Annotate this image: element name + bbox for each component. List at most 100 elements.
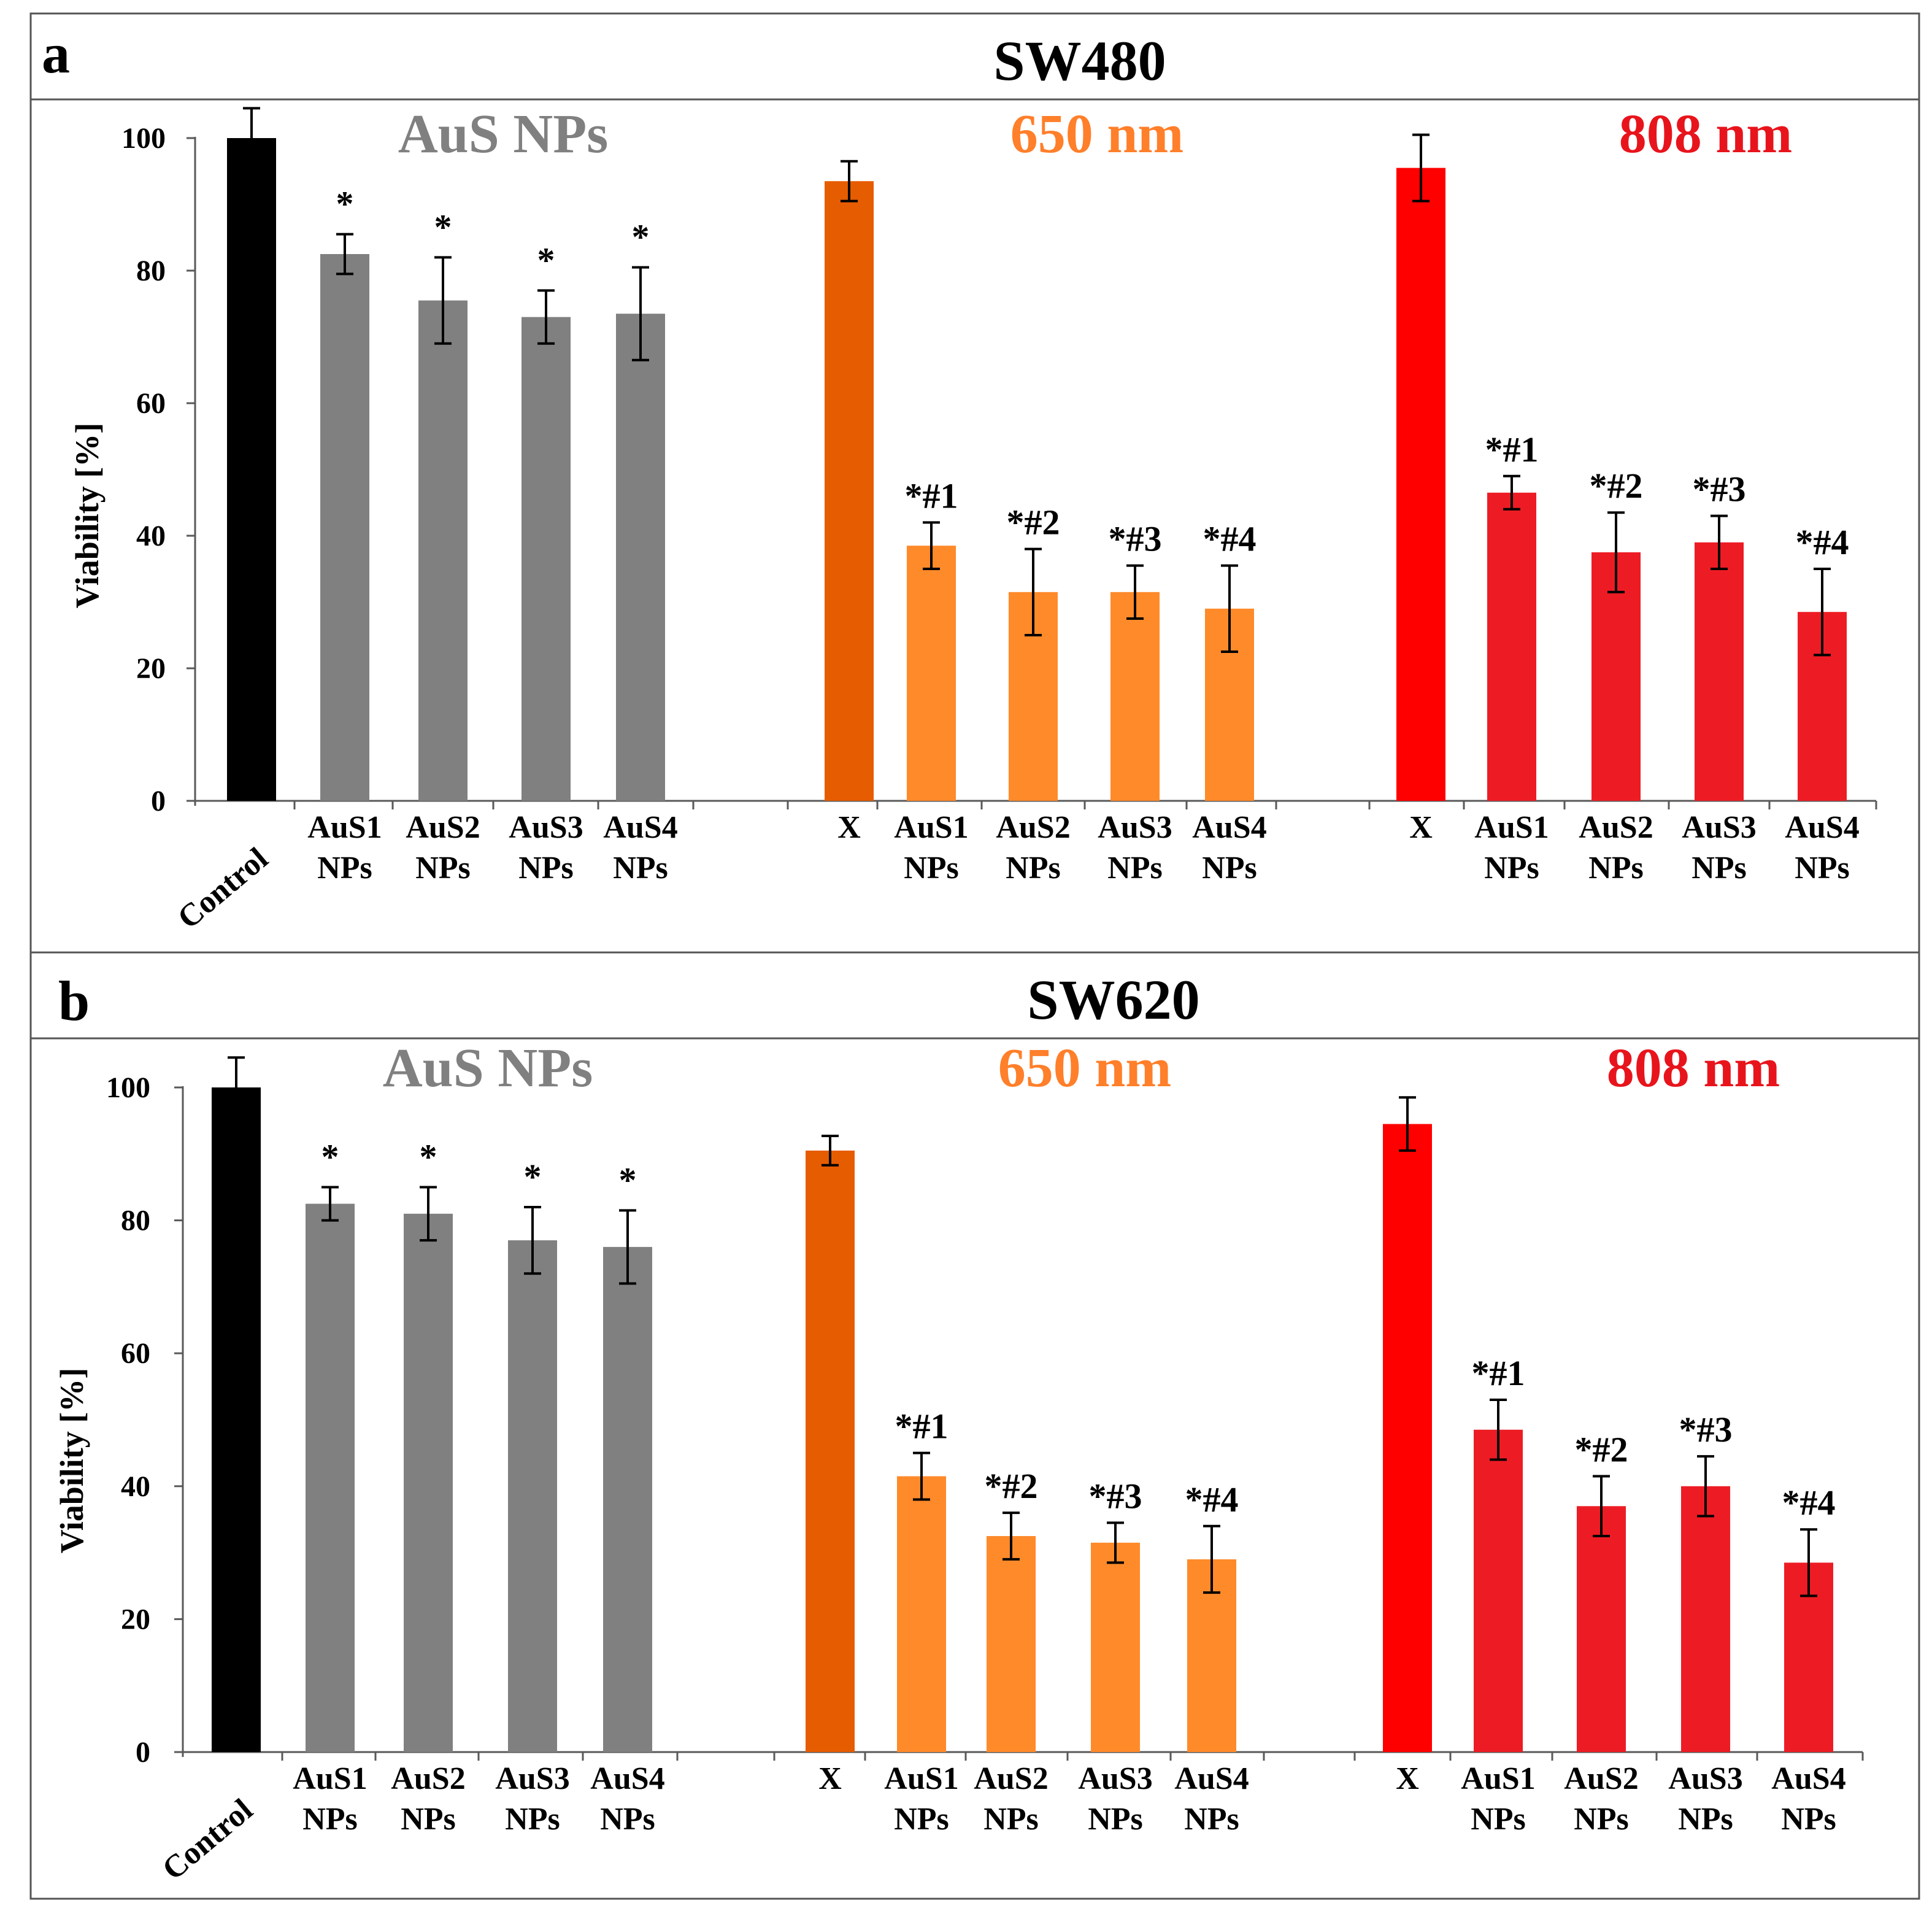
category-label: X xyxy=(818,1761,842,1796)
category-label-line: NPs xyxy=(1471,1802,1526,1837)
category-label: AuS3 NPs xyxy=(1682,810,1756,886)
category-label-line: NPs xyxy=(894,1802,949,1837)
panel-b-letter: b xyxy=(58,970,90,1032)
category-label-line: NPs xyxy=(1795,851,1850,886)
category-label-line: AuS4 xyxy=(1785,810,1859,845)
significance-label: * xyxy=(336,184,354,224)
significance-label: *#1 xyxy=(895,1407,949,1446)
panel-b: b SW620 Viability [%] 0 20 40 60 80 100 AuS NP… xyxy=(53,968,1864,1887)
significance-label: * xyxy=(321,1137,339,1176)
category-label-line: NPs xyxy=(1691,851,1747,886)
y-tick-label: 60 xyxy=(136,387,166,420)
bar xyxy=(616,314,665,801)
group-title: AuS NPs xyxy=(398,104,609,164)
category-label-line: NPs xyxy=(904,851,959,886)
panel-b-plot: 0 20 40 60 80 100 AuS NPs 650 nm 808 nm Control * A… xyxy=(106,1038,1864,1887)
bar xyxy=(418,300,468,801)
category-label-line: AuS3 xyxy=(1078,1761,1152,1796)
significance-label: *#3 xyxy=(1679,1410,1733,1450)
category-label-line: X xyxy=(837,810,861,845)
bar xyxy=(806,1150,855,1752)
category-label: AuS1 NPs xyxy=(884,1761,958,1837)
category-label-line: NPs xyxy=(518,851,574,886)
bar xyxy=(227,138,276,801)
bar xyxy=(1110,592,1160,801)
panel-a-title: SW480 xyxy=(993,29,1166,92)
bar xyxy=(508,1240,557,1752)
category-label: AuS4 NPs xyxy=(603,810,677,886)
panel-b-title: SW620 xyxy=(1027,968,1199,1031)
category-label: AuS1 NPs xyxy=(293,1761,367,1837)
bar xyxy=(1577,1506,1626,1752)
y-tick-label: 80 xyxy=(121,1205,150,1237)
category-label: AuS2 NPs xyxy=(1564,1761,1638,1837)
category-label: Control xyxy=(171,841,275,936)
category-label-line: AuS2 xyxy=(391,1761,465,1796)
category-label-line: NPs xyxy=(1484,851,1539,886)
category-label-line: AuS1 xyxy=(307,810,382,845)
figure-frame xyxy=(29,12,1920,1900)
significance-label: *#3 xyxy=(1109,519,1162,559)
bar xyxy=(1681,1486,1730,1752)
group-title: 650 nm xyxy=(1010,104,1184,164)
category-label-line: AuS2 xyxy=(1579,810,1653,845)
y-tick-label: 40 xyxy=(121,1470,150,1503)
panel-a: a SW480 Viability [%] 0 20 40 60 80 100 AuS NP… xyxy=(42,22,1877,936)
category-label-line: AuS4 xyxy=(1174,1761,1249,1796)
bar xyxy=(1383,1124,1432,1752)
category-label-line: AuS4 xyxy=(590,1761,664,1796)
y-tick-label: 100 xyxy=(121,122,166,155)
bar xyxy=(1474,1429,1523,1752)
category-label: AuS1 NPs xyxy=(1474,810,1549,886)
category-label: AuS1 NPs xyxy=(1461,1761,1535,1837)
y-tick-label: 40 xyxy=(136,520,166,552)
category-label-line: NPs xyxy=(1781,1802,1836,1837)
category-label-line: NPs xyxy=(1588,851,1644,886)
bar xyxy=(1591,552,1641,801)
category-label: AuS3 NPs xyxy=(509,810,583,886)
significance-label: * xyxy=(420,1137,437,1176)
category-label: X xyxy=(1409,810,1433,845)
y-tick-label: 100 xyxy=(106,1071,150,1104)
bar xyxy=(320,254,369,801)
category-label-line: AuS2 xyxy=(996,810,1070,845)
category-label-line: AuS4 xyxy=(1192,810,1266,845)
significance-label: *#1 xyxy=(1472,1353,1525,1393)
y-tick-label: 0 xyxy=(151,785,166,817)
bar xyxy=(907,546,956,801)
significance-label: *#4 xyxy=(1796,522,1849,562)
category-label: AuS4 NPs xyxy=(590,1761,664,1837)
bar xyxy=(897,1476,946,1752)
panel-a-letter: a xyxy=(42,22,70,85)
bar xyxy=(306,1203,355,1752)
significance-label: *#1 xyxy=(905,476,958,515)
category-label-line: AuS1 xyxy=(293,1761,367,1796)
category-label-line: X xyxy=(1396,1761,1419,1796)
significance-label: * xyxy=(632,217,650,257)
significance-label: * xyxy=(537,240,555,280)
significance-label: *#4 xyxy=(1782,1483,1836,1523)
category-label-line: NPs xyxy=(302,1802,358,1837)
category-label: X xyxy=(1396,1761,1419,1796)
significance-label: * xyxy=(524,1157,542,1197)
category-label-line: NPs xyxy=(1678,1802,1733,1837)
significance-label: *#2 xyxy=(1007,503,1060,542)
significance-label: *#2 xyxy=(1575,1430,1628,1470)
category-label-line: NPs xyxy=(1184,1802,1239,1837)
category-label: AuS3 NPs xyxy=(1668,1761,1742,1837)
category-label-line: NPs xyxy=(1088,1802,1143,1837)
category-label: X xyxy=(837,810,861,845)
category-label: AuS3 NPs xyxy=(1098,810,1172,886)
category-label: AuS2 NPs xyxy=(406,810,480,886)
category-label-line: AuS3 xyxy=(509,810,583,845)
bar xyxy=(1396,168,1445,801)
category-label-line: NPs xyxy=(1006,851,1061,886)
y-tick-label: 0 xyxy=(136,1736,150,1769)
category-label: AuS1 NPs xyxy=(894,810,968,886)
significance-label: *#2 xyxy=(1590,466,1643,506)
category-label: AuS2 NPs xyxy=(391,1761,465,1837)
bar xyxy=(1487,492,1536,801)
significance-label: *#2 xyxy=(985,1466,1038,1506)
category-label-line: AuS2 xyxy=(406,810,480,845)
category-label-line: NPs xyxy=(1107,851,1163,886)
